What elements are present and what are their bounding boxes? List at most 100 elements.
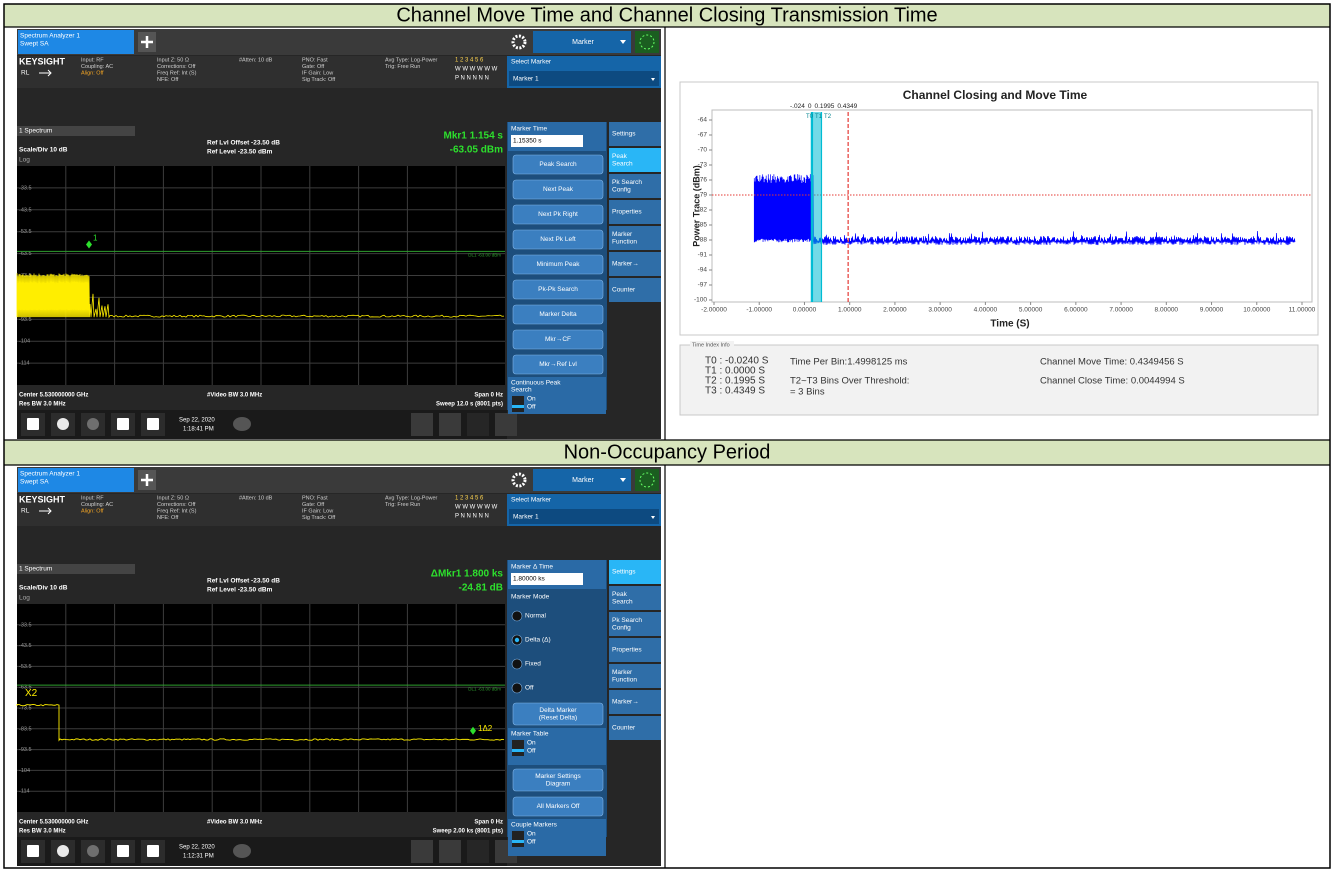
side-tab[interactable]	[609, 148, 661, 172]
label: Next Peak	[543, 186, 574, 193]
mode-dropdown	[533, 31, 631, 53]
rl-arrow	[39, 69, 52, 77]
select-marker-value	[509, 71, 659, 86]
label: Gate: Off	[302, 502, 325, 508]
select-marker-value	[509, 509, 659, 524]
label: Config	[612, 186, 631, 193]
label: Properties	[612, 209, 642, 216]
side-tab[interactable]	[609, 560, 661, 584]
taskbar-tool	[467, 840, 489, 863]
menu-button[interactable]	[512, 179, 604, 200]
label: Normal	[525, 613, 547, 620]
label: Peak	[612, 591, 628, 598]
info-bar	[17, 494, 507, 526]
label: 1:18:41 PM	[183, 427, 214, 433]
label: Diagram	[546, 780, 571, 787]
label: Couple Markers	[511, 822, 558, 829]
side-tab[interactable]	[609, 586, 661, 610]
taskbar-tool	[411, 840, 433, 863]
label: Swept SA	[20, 479, 49, 486]
menu-button[interactable]	[512, 229, 604, 250]
marker-label: 0.1995	[814, 103, 834, 110]
label: Off	[527, 404, 536, 411]
label: Continuous Peak	[511, 380, 561, 387]
side-tab[interactable]	[609, 174, 661, 198]
menu-button[interactable]	[512, 329, 604, 350]
y-tick-label: -88	[698, 237, 708, 244]
label: On	[527, 396, 536, 403]
label: Pk Search	[612, 617, 642, 624]
menu-button[interactable]	[512, 204, 604, 225]
side-tab[interactable]	[609, 200, 661, 224]
label: NFE: Off	[157, 77, 179, 83]
taskbar-icon	[57, 418, 69, 430]
y-tick-label: -91	[698, 252, 708, 259]
x-tick-label: 11.00000	[1289, 307, 1316, 314]
label: Marker 1	[513, 514, 539, 521]
mode-dropdown	[533, 469, 631, 491]
marker-name: T1	[815, 114, 823, 120]
label: Mkr1 1.154 s	[444, 131, 504, 142]
x-tick-label: 8.00000	[1155, 307, 1179, 314]
side-tab[interactable]	[609, 252, 661, 276]
x-tick-label: 4.00000	[974, 307, 998, 314]
dropdown-arrow	[620, 478, 626, 482]
result-line: Channel Move Time: 0.4349456 S	[1040, 357, 1184, 368]
radio	[511, 682, 523, 694]
marker-diamond	[86, 240, 92, 249]
label: Next Pk Right	[538, 211, 578, 218]
taskbar-icon	[87, 418, 99, 430]
x-tick-label: 9.00000	[1200, 307, 1224, 314]
trace	[753, 174, 1296, 246]
label: Align: Off	[81, 70, 104, 76]
label: Marker Time	[511, 126, 548, 133]
side-tab[interactable]	[609, 226, 661, 250]
label: 1 2 3 4 5 6	[455, 496, 484, 502]
label: Search	[612, 598, 633, 605]
marker-names: T0 T1 T2	[806, 114, 832, 120]
label: Ref Lvl Offset -23.50 dB	[207, 578, 280, 585]
side-tab[interactable]	[609, 690, 661, 714]
x-axis-label: Time (S)	[990, 319, 1029, 330]
label: Search	[511, 387, 532, 394]
trace	[16, 273, 505, 319]
menu-button[interactable]	[512, 279, 604, 300]
taskbar-tool	[439, 413, 461, 436]
y-tick-label: -82	[698, 207, 708, 214]
label: 1.80000 ks	[513, 576, 546, 583]
menu-button[interactable]	[512, 768, 604, 792]
label: Next Pk Left	[540, 236, 576, 243]
toggle-box	[512, 831, 524, 847]
marker-info: T3 : 0.4349 S	[705, 386, 765, 397]
toggle-group	[508, 377, 606, 414]
side-tab[interactable]	[609, 612, 661, 636]
label: ΔMkr1 1.800 ks	[431, 569, 504, 580]
label: Span 0 Hz	[474, 820, 503, 826]
label: Sig Track: Off	[302, 77, 336, 83]
menu-button[interactable]	[512, 796, 604, 817]
label: Counter	[612, 725, 636, 732]
x-tick-label: 5.00000	[1019, 307, 1043, 314]
toggle-active	[512, 749, 524, 752]
side-tab[interactable]	[609, 278, 661, 302]
label: IF Gain: Low	[302, 508, 333, 514]
side-tab[interactable]	[609, 716, 661, 740]
menu-button[interactable]	[512, 354, 604, 375]
field-box	[511, 573, 583, 585]
menu-button[interactable]	[512, 154, 604, 175]
info-line: = 3 Bins	[790, 387, 825, 398]
label: -43.5	[19, 643, 32, 649]
label: Fixed	[525, 661, 541, 668]
side-tab[interactable]	[609, 664, 661, 688]
menu-button[interactable]	[512, 304, 604, 325]
radio	[511, 658, 523, 670]
dropdown-arrow	[651, 516, 655, 519]
side-tab[interactable]	[609, 122, 661, 146]
menu-button[interactable]	[512, 702, 604, 726]
panel-bg	[507, 560, 607, 837]
side-tab[interactable]	[609, 638, 661, 662]
taskbar-icon	[57, 845, 69, 857]
marker-diamond	[470, 726, 476, 735]
menu-button[interactable]	[512, 254, 604, 275]
